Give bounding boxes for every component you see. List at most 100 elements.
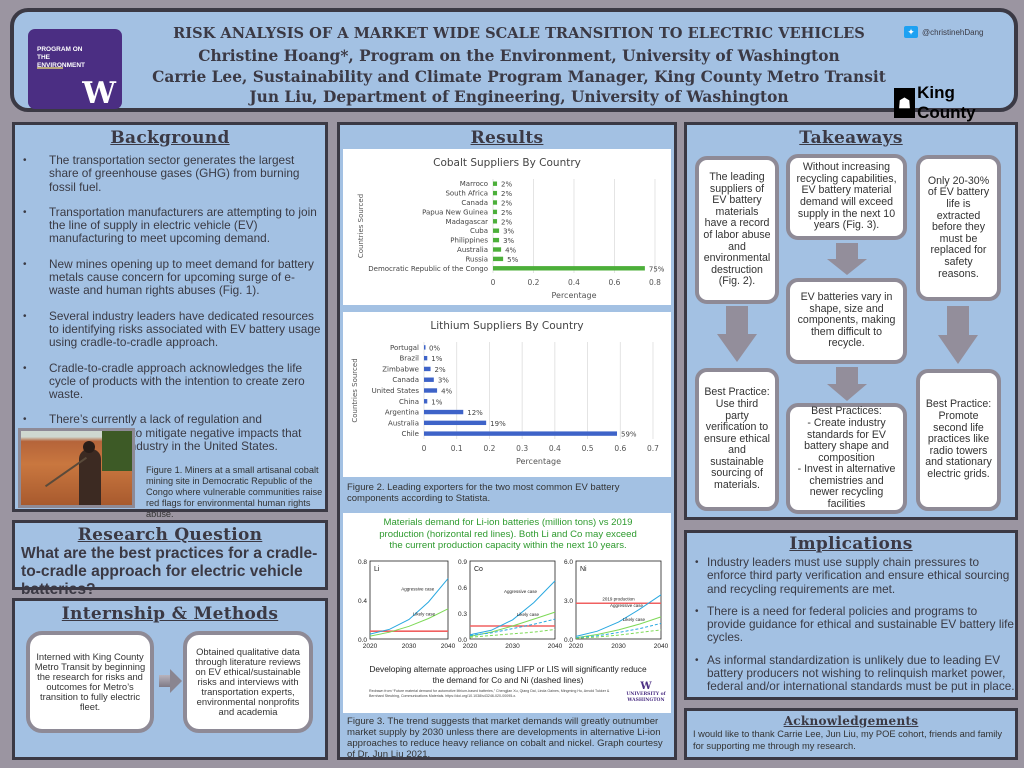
bar: [493, 190, 498, 196]
data-label: 1%: [431, 398, 442, 406]
figure3-panel: Materials demand for Li-ion batteries (m…: [343, 513, 671, 713]
category-label: Australia: [388, 419, 419, 427]
y-axis-label: Countries Sourced: [351, 358, 359, 422]
methods-heading: Internship & Methods: [61, 604, 279, 624]
category-label: Democratic Republic of the Congo: [368, 265, 488, 273]
lithium-suppliers-chart: Lithium Suppliers By Country 0 0.1 0.2 0.3 0.…: [343, 312, 671, 477]
cobalt-suppliers-chart: Cobalt Suppliers By Country 0 0.2 0.4 0.6 0.8…: [343, 149, 671, 305]
uw-logo: W UNIVERSITY of WASHINGTON: [623, 681, 669, 704]
materials-demand-chart: Li 0.0 0.4 0.8 2020 2030 2040 Aggressive case Li…: [358, 559, 669, 650]
data-label: 2%: [501, 218, 512, 226]
data-label: 1%: [431, 355, 442, 363]
x-tick-label: 2030: [505, 643, 520, 650]
category-label: South Africa: [445, 190, 488, 198]
panel-frame: [575, 560, 662, 640]
series-line: [369, 608, 449, 637]
x-axis-label: Percentage: [551, 291, 596, 300]
x-tick-label: 0.1: [451, 444, 463, 453]
right-arrow-icon: [159, 669, 182, 693]
series-line: [369, 578, 449, 635]
method-step-data-collection: Obtained qualitative data through litera…: [183, 631, 313, 733]
bar: [424, 399, 428, 404]
uw-w-mark: W: [640, 681, 652, 692]
figure3-title: Materials demand for Li-ion batteries (m…: [379, 517, 637, 551]
category-label: Russia: [465, 255, 488, 263]
x-tick-label: 2020: [463, 643, 478, 650]
bullet: Cradle-to-cradle approach acknowledges t…: [15, 361, 325, 402]
panel-label: Ni: [580, 566, 587, 573]
bar: [493, 266, 645, 271]
series-label: Aggressive case: [610, 603, 644, 608]
x-tick-label: 0: [422, 444, 427, 453]
program-on-the-environment-logo: PROGRAM ON THE ENVIRONMENT W: [28, 29, 122, 109]
series-label: Aggressive case: [504, 589, 538, 594]
author-line-3: Jun Liu, Department of Engineering, Univ…: [249, 88, 789, 106]
method-step-internship: Interned with King County Metro Transit …: [26, 631, 154, 733]
category-label: Brazil: [399, 355, 419, 363]
figure3-citation: Redrawn from “Future material demand for…: [369, 689, 610, 698]
author-line-2: Carrie Lee, Sustainability and Climate P…: [152, 68, 886, 86]
bullet: The transportation sector generates the …: [15, 153, 325, 194]
data-label: 5%: [507, 256, 518, 264]
data-label: 12%: [467, 409, 483, 417]
bar: [493, 228, 500, 233]
author-line-1: Christine Hoang*, Program on the Environ…: [198, 47, 840, 65]
category-label: Australia: [457, 246, 488, 254]
data-label: 0%: [429, 344, 440, 352]
series-label: Likely case: [413, 612, 436, 617]
series-line: [575, 629, 662, 639]
y-tick-label: 0.9: [458, 559, 467, 566]
bar: [493, 219, 498, 224]
methods-section: Internship & Methods Interned with King …: [12, 598, 328, 760]
x-tick-label: 2040: [548, 643, 563, 650]
series-label: Aggressive case: [401, 587, 435, 592]
data-label: 4%: [505, 247, 516, 255]
y-tick-label: 0.0: [564, 637, 573, 644]
bar: [424, 409, 464, 415]
king-county-portrait-icon: ☗: [894, 88, 916, 118]
bullet: As informal standardization is unlikely …: [687, 653, 1015, 694]
bar: [493, 200, 498, 205]
bar: [424, 388, 438, 393]
x-tick-label: 0.2: [528, 278, 540, 287]
data-label: 3%: [438, 377, 449, 385]
down-arrow-icon: [827, 367, 867, 401]
x-tick-label: 2040: [441, 643, 456, 650]
bullet: Industry leaders must use supply chain p…: [687, 555, 1015, 596]
twitter-bird-icon: ✦: [904, 26, 918, 38]
y-tick-label: 0.0: [358, 637, 367, 644]
category-label: Canada: [461, 199, 488, 207]
bar: [493, 237, 500, 243]
data-label: 59%: [621, 431, 637, 439]
bar: [493, 247, 502, 252]
figure1-caption: Figure 1. Miners at a small artisanal co…: [146, 465, 323, 519]
research-question-text: What are the best practices for a cradle…: [21, 545, 318, 598]
down-arrow-icon: [827, 243, 867, 275]
x-tick-label: 2030: [611, 643, 626, 650]
acknowledgements-heading: Acknowledgements: [783, 714, 919, 728]
figure2-caption-text: Figure 2. Leading exporters for the two …: [347, 482, 620, 504]
x-tick-label: 0.6: [614, 444, 626, 453]
best-practice-card-verification: Best Practice: Use third party verificat…: [695, 368, 779, 511]
y-axis-label: Countries Sourced: [357, 194, 365, 258]
x-tick-label: 0.6: [609, 278, 621, 287]
series-line: [575, 616, 662, 639]
bar: [424, 377, 434, 382]
data-label: 2%: [501, 181, 512, 189]
takeaway-card-demand: Without increasing recycling capabilitie…: [786, 154, 907, 240]
bar: [424, 366, 431, 372]
acknowledgements-section: Acknowledgements I would like to thank C…: [684, 708, 1018, 760]
y-tick-label: 0.3: [458, 611, 467, 618]
category-label: China: [399, 398, 419, 406]
data-label: 4%: [441, 388, 452, 396]
research-question-section: Research Question What are the best prac…: [12, 520, 328, 598]
takeaways-heading: Takeaways: [799, 128, 903, 148]
down-arrow-icon: [938, 306, 978, 364]
data-label: 19%: [490, 420, 506, 428]
data-label: 2%: [435, 366, 446, 374]
figure3-note: Developing alternate approaches using LI…: [369, 664, 647, 685]
series-line: [469, 611, 556, 637]
series-line: [469, 580, 556, 636]
x-tick-label: 0.4: [549, 444, 561, 453]
background-section: Background The transportation sector gen…: [12, 122, 328, 519]
